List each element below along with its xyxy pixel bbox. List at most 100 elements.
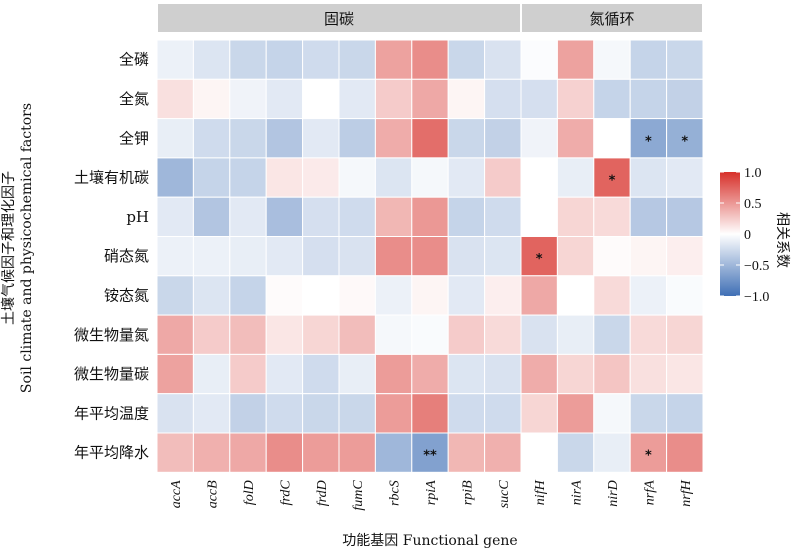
colorbar: 1.0 0.5 0 −0.5 −1.0 xyxy=(720,166,769,305)
heatmap-cell xyxy=(338,275,376,316)
heatmap-cell xyxy=(192,353,231,395)
y-tick-label: 全磷 xyxy=(119,51,149,69)
heatmap-cell xyxy=(593,236,631,277)
heatmap-cell xyxy=(156,314,194,355)
heatmap-cell xyxy=(447,314,486,355)
colorbar-title: 相关系数 xyxy=(774,212,790,268)
heatmap-cell xyxy=(156,196,194,237)
heatmap-cell xyxy=(374,393,413,434)
heatmap-cell xyxy=(666,314,704,355)
y-tick-label: pH xyxy=(126,208,149,226)
significance-marks: * ***** * xyxy=(423,134,688,463)
heatmap-cell xyxy=(593,39,631,80)
heatmap-cell xyxy=(556,118,595,159)
group-header-label: 固碳 xyxy=(324,10,354,28)
heatmap-cell xyxy=(229,393,267,434)
heatmap-cell xyxy=(593,196,631,237)
heatmap-cell xyxy=(484,39,522,80)
x-tick-label: frdD xyxy=(315,480,330,506)
heatmap-cell xyxy=(338,39,376,80)
heatmap-cell xyxy=(484,393,522,434)
heatmap-cell xyxy=(629,236,668,277)
y-tick-label: 年平均降水 xyxy=(74,444,149,462)
heatmap-cell xyxy=(156,236,194,277)
heatmap-cell xyxy=(265,157,304,198)
heatmap-cell xyxy=(374,118,413,159)
heatmap-cell xyxy=(302,157,340,198)
heatmap-cell xyxy=(411,118,449,159)
heatmap-cell xyxy=(666,353,704,395)
heatmap-cell xyxy=(374,39,413,80)
heatmap-cell xyxy=(629,393,668,434)
colorbar-tick-label: −0.5 xyxy=(744,259,769,274)
heatmap-cell xyxy=(302,275,340,316)
heatmap-cell xyxy=(192,118,231,159)
heatmap-cell xyxy=(411,78,449,120)
y-tick-label: 微生物量氮 xyxy=(74,326,149,344)
heatmap-cell xyxy=(447,39,486,80)
heatmap-cell xyxy=(447,393,486,434)
colorbar-tick-label: 0 xyxy=(744,228,751,243)
x-tick-label: nirA xyxy=(570,480,585,505)
heatmap-cell xyxy=(338,157,376,198)
x-tick-label: nrfA xyxy=(642,480,657,505)
heatmap-cell xyxy=(666,275,704,316)
heatmap-cell xyxy=(447,157,486,198)
heatmap-cell xyxy=(520,393,558,434)
heatmap-cells xyxy=(156,39,704,473)
heatmap-cell xyxy=(156,432,194,473)
heatmap-cell xyxy=(338,78,376,120)
heatmap-cell xyxy=(629,78,668,120)
x-tick-label: rbcS xyxy=(388,480,403,506)
heatmap-cell xyxy=(629,39,668,80)
heatmap-cell xyxy=(374,157,413,198)
y-tick-label: 全氮 xyxy=(119,90,149,108)
heatmap-cell xyxy=(666,196,704,237)
heatmap-cell xyxy=(265,78,304,120)
heatmap-cell xyxy=(447,353,486,395)
y-axis-title-line2: Soil climate and physicochemical factors xyxy=(19,103,35,393)
heatmap-cell xyxy=(447,118,486,159)
heatmap-cell xyxy=(447,236,486,277)
heatmap-cell xyxy=(593,275,631,316)
x-tick-label: fumC xyxy=(351,480,366,511)
heatmap-cell xyxy=(666,393,704,434)
heatmap-cell xyxy=(302,236,340,277)
heatmap-cell xyxy=(520,78,558,120)
heatmap-cell xyxy=(484,157,522,198)
heatmap-cell xyxy=(338,196,376,237)
heatmap-cell xyxy=(556,157,595,198)
heatmap-cell xyxy=(593,353,631,395)
heatmap-cell xyxy=(338,236,376,277)
heatmap-cell xyxy=(666,78,704,120)
heatmap-cell xyxy=(374,353,413,395)
heatmap-cell xyxy=(593,314,631,355)
heatmap-cell xyxy=(666,432,704,473)
heatmap-cell xyxy=(484,118,522,159)
y-tick-label: 硝态氮 xyxy=(104,247,149,265)
heatmap-cell xyxy=(302,432,340,473)
heatmap-cell xyxy=(520,353,558,395)
heatmap-cell xyxy=(192,393,231,434)
heatmap-cell xyxy=(265,353,304,395)
heatmap-cell xyxy=(556,314,595,355)
heatmap-cell xyxy=(338,432,376,473)
heatmap-cell xyxy=(229,353,267,395)
x-tick-label: rpiB xyxy=(460,480,475,505)
heatmap-cell xyxy=(374,314,413,355)
heatmap-cell xyxy=(338,393,376,434)
heatmap-cell xyxy=(374,236,413,277)
heatmap-cell xyxy=(484,78,522,120)
heatmap-cell xyxy=(556,196,595,237)
heatmap-cell xyxy=(556,353,595,395)
heatmap-cell xyxy=(192,314,231,355)
heatmap-cell xyxy=(265,236,304,277)
y-tick-label: 微生物量碳 xyxy=(74,365,149,383)
heatmap-cell xyxy=(593,393,631,434)
significance-mark: * xyxy=(645,449,652,464)
heatmap-cell xyxy=(374,275,413,316)
heatmap-cell xyxy=(411,236,449,277)
significance-mark: * xyxy=(609,174,616,189)
heatmap-cell xyxy=(556,39,595,80)
